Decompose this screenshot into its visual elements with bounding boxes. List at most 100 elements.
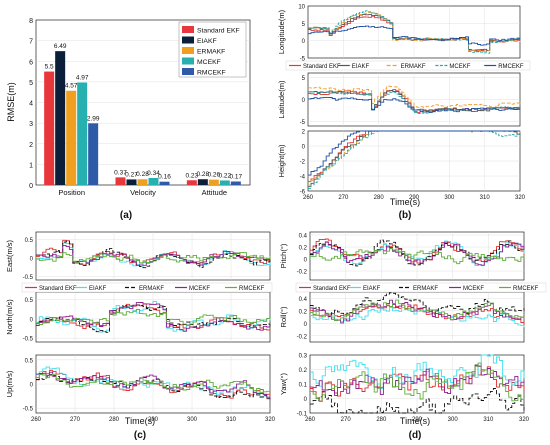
series-line-2 bbox=[308, 12, 521, 52]
bar-data-label: 0.28 bbox=[136, 171, 149, 178]
bar-velocity-4 bbox=[159, 181, 170, 185]
panel-a-ytick: 6 bbox=[29, 59, 33, 66]
subplot-ylabel: East(m/s) bbox=[5, 239, 14, 272]
bar-data-label: 0.23 bbox=[186, 172, 199, 179]
ytick-label: 0.4 bbox=[299, 234, 308, 240]
legend-entry: Standard EKF bbox=[39, 286, 77, 292]
panel-a-ytick: 5 bbox=[29, 80, 33, 87]
bar-position-3 bbox=[77, 82, 88, 185]
ytick-label: 0.2 bbox=[299, 368, 308, 374]
legend-entry: ERMAKF bbox=[197, 49, 225, 56]
subplot-ylabel: Latitude(m) bbox=[277, 80, 286, 118]
bar-data-label: 5.5 bbox=[45, 64, 54, 71]
bar-data-label: 4.57 bbox=[65, 83, 78, 90]
d-legend-box bbox=[295, 282, 547, 293]
subplot-ylabel: Height(m) bbox=[277, 144, 286, 177]
xtick-label: 260 bbox=[31, 417, 42, 423]
series-line-4 bbox=[308, 25, 521, 46]
ytick-label: 5 bbox=[302, 22, 306, 28]
legend-entry: ERMAKF bbox=[139, 286, 164, 292]
series-line-4 bbox=[310, 248, 525, 265]
xtick-label: 260 bbox=[305, 417, 316, 423]
bar-data-label: 0.34 bbox=[147, 170, 160, 177]
series-line-3 bbox=[36, 371, 271, 399]
subplot-ylabel: Up(m/s) bbox=[5, 370, 14, 397]
c-legend-box bbox=[21, 282, 273, 293]
series-line-2 bbox=[310, 239, 525, 267]
bar-data-label: 0.37 bbox=[114, 169, 127, 176]
subplot-ylabel: Roll(°) bbox=[279, 306, 288, 327]
xtick-label: 310 bbox=[226, 417, 237, 423]
series-line-2 bbox=[36, 374, 271, 400]
panel-a-ytick: 8 bbox=[29, 18, 33, 25]
ytick-label: 0.5 bbox=[25, 358, 34, 364]
series-line-4 bbox=[36, 309, 271, 326]
series-line-1 bbox=[36, 366, 271, 398]
ytick-label: 0 bbox=[304, 397, 308, 403]
xtick-label: 320 bbox=[515, 195, 526, 201]
ytick-label: -2 bbox=[300, 160, 306, 166]
panel-c-label: (c) bbox=[134, 430, 146, 441]
xtick-label: 280 bbox=[109, 417, 120, 423]
panel-c-legend: Standard EKF EIAKF ERMAKF MCEKF RMCEKF bbox=[21, 282, 273, 293]
xtick-label: 290 bbox=[412, 417, 423, 423]
bar-data-label: 0.17 bbox=[230, 173, 243, 180]
bar-data-label: 0.26 bbox=[208, 172, 221, 179]
series-line-2 bbox=[310, 388, 525, 414]
bar-data-label: 0.22 bbox=[219, 172, 232, 179]
legend-entry: EIAKF bbox=[352, 64, 370, 70]
series-line-3 bbox=[36, 302, 270, 332]
xtick-label: 310 bbox=[483, 417, 494, 423]
ytick-label: 0.1 bbox=[299, 383, 308, 389]
ytick-label: 0.5 bbox=[25, 238, 34, 244]
panel-a-category: Position bbox=[58, 188, 85, 197]
legend-entry: ERMAKF bbox=[413, 286, 438, 292]
panel-a-category: Attitude bbox=[202, 188, 227, 197]
bar-attitude-3 bbox=[219, 180, 230, 185]
ytick-label: -0.2 bbox=[297, 334, 308, 340]
legend-entry: MCEKF bbox=[449, 64, 470, 70]
series-line-4 bbox=[310, 362, 525, 402]
legend-entry: RMCEKF bbox=[513, 286, 539, 292]
ytick-label: 0 bbox=[302, 98, 306, 104]
subplot-ylabel: North(m/s) bbox=[5, 299, 14, 335]
legend-entry: EIAKF bbox=[197, 38, 217, 45]
ytick-label: 0.2 bbox=[299, 309, 308, 315]
subplot-ylabel: Pitch(°) bbox=[279, 243, 288, 268]
panel-a-category: Velocity bbox=[130, 188, 156, 197]
series-line-2 bbox=[308, 85, 521, 108]
ytick-label: 0 bbox=[30, 383, 34, 389]
panel-a-ylabel: RMSE(m) bbox=[6, 82, 16, 122]
panel-a-legend: Standard EKF EIAKF ERMAKF MCEKF RMCEKF bbox=[178, 21, 247, 78]
legend-swatch bbox=[182, 36, 194, 44]
ytick-label: 0.3 bbox=[299, 354, 308, 360]
series-line-1 bbox=[308, 13, 521, 51]
bar-position-4 bbox=[88, 123, 99, 185]
legend-swatch bbox=[182, 47, 194, 54]
bar-data-label: 2.99 bbox=[87, 115, 100, 122]
ytick-label: 2 bbox=[302, 130, 306, 136]
panel-a-ytick: 4 bbox=[29, 101, 33, 108]
legend-entry: MCEKF bbox=[463, 286, 484, 292]
bar-data-label: 6.49 bbox=[54, 43, 67, 50]
series-line-3 bbox=[310, 241, 525, 266]
bar-data-label: 0.27 bbox=[125, 171, 138, 178]
ytick-label: 0 bbox=[304, 258, 308, 264]
ytick-label: 0 bbox=[302, 39, 306, 45]
bar-attitude-4 bbox=[230, 181, 241, 185]
panel-a-ytick: 1 bbox=[29, 162, 33, 169]
bar-data-label: 0.16 bbox=[158, 174, 171, 181]
panel-d-label: (d) bbox=[409, 430, 422, 441]
panel-c-xlabel: Time(s) bbox=[125, 416, 155, 426]
xtick-label: 310 bbox=[480, 195, 491, 201]
ytick-label: 0 bbox=[302, 145, 306, 151]
ytick-label: -0.1 bbox=[297, 412, 308, 418]
bar-attitude-2 bbox=[208, 179, 219, 185]
ytick-label: 0 bbox=[30, 256, 34, 262]
xtick-label: 300 bbox=[448, 417, 459, 423]
legend-entry: MCEKF bbox=[189, 286, 210, 292]
ytick-label: -0.5 bbox=[23, 407, 34, 413]
legend-entry: EIAKF bbox=[363, 286, 381, 292]
legend-entry: Standard EKF bbox=[313, 286, 351, 292]
